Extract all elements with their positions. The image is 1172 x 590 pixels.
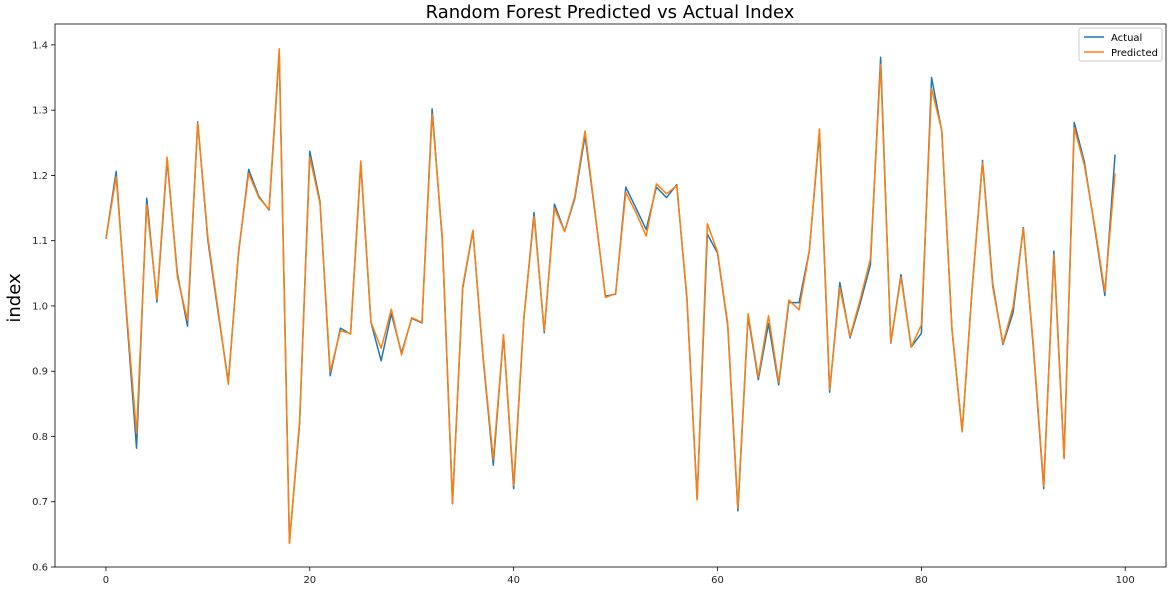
y-tick-label: 0.7	[32, 497, 48, 508]
legend-label-predicted: Predicted	[1111, 48, 1158, 59]
series-line-predicted	[105, 48, 1116, 545]
y-tick-label: 0.6	[32, 563, 48, 574]
y-axis-ticks: 0.6 0.7 0.8 0.9 1.0 1.1 1.2 1.3 1.4	[32, 40, 55, 574]
x-axis-ticks: 0 20 40 60 80 100	[103, 567, 1135, 586]
y-tick-label: 1.3	[32, 106, 48, 117]
chart-title: Random Forest Predicted vs Actual Index	[426, 2, 795, 23]
y-tick-label: 1.0	[32, 301, 48, 312]
plot-frame	[54, 23, 1167, 568]
axes	[54, 23, 1167, 568]
x-tick-label: 80	[915, 575, 928, 586]
y-axis-label: index	[4, 273, 25, 323]
legend-label-actual: Actual	[1111, 33, 1142, 44]
y-tick-label: 0.8	[32, 432, 48, 443]
x-tick-label: 40	[507, 575, 520, 586]
y-tick-label: 1.2	[32, 171, 48, 182]
y-tick-label: 1.1	[32, 236, 48, 247]
x-tick-label: 100	[1116, 575, 1135, 586]
x-tick-label: 60	[711, 575, 724, 586]
y-tick-label: 1.4	[32, 40, 48, 51]
x-tick-label: 20	[303, 575, 316, 586]
legend: Actual Predicted	[1078, 27, 1163, 62]
x-tick-label: 0	[103, 575, 109, 586]
series-group	[105, 48, 1116, 545]
y-tick-label: 0.9	[32, 367, 48, 378]
